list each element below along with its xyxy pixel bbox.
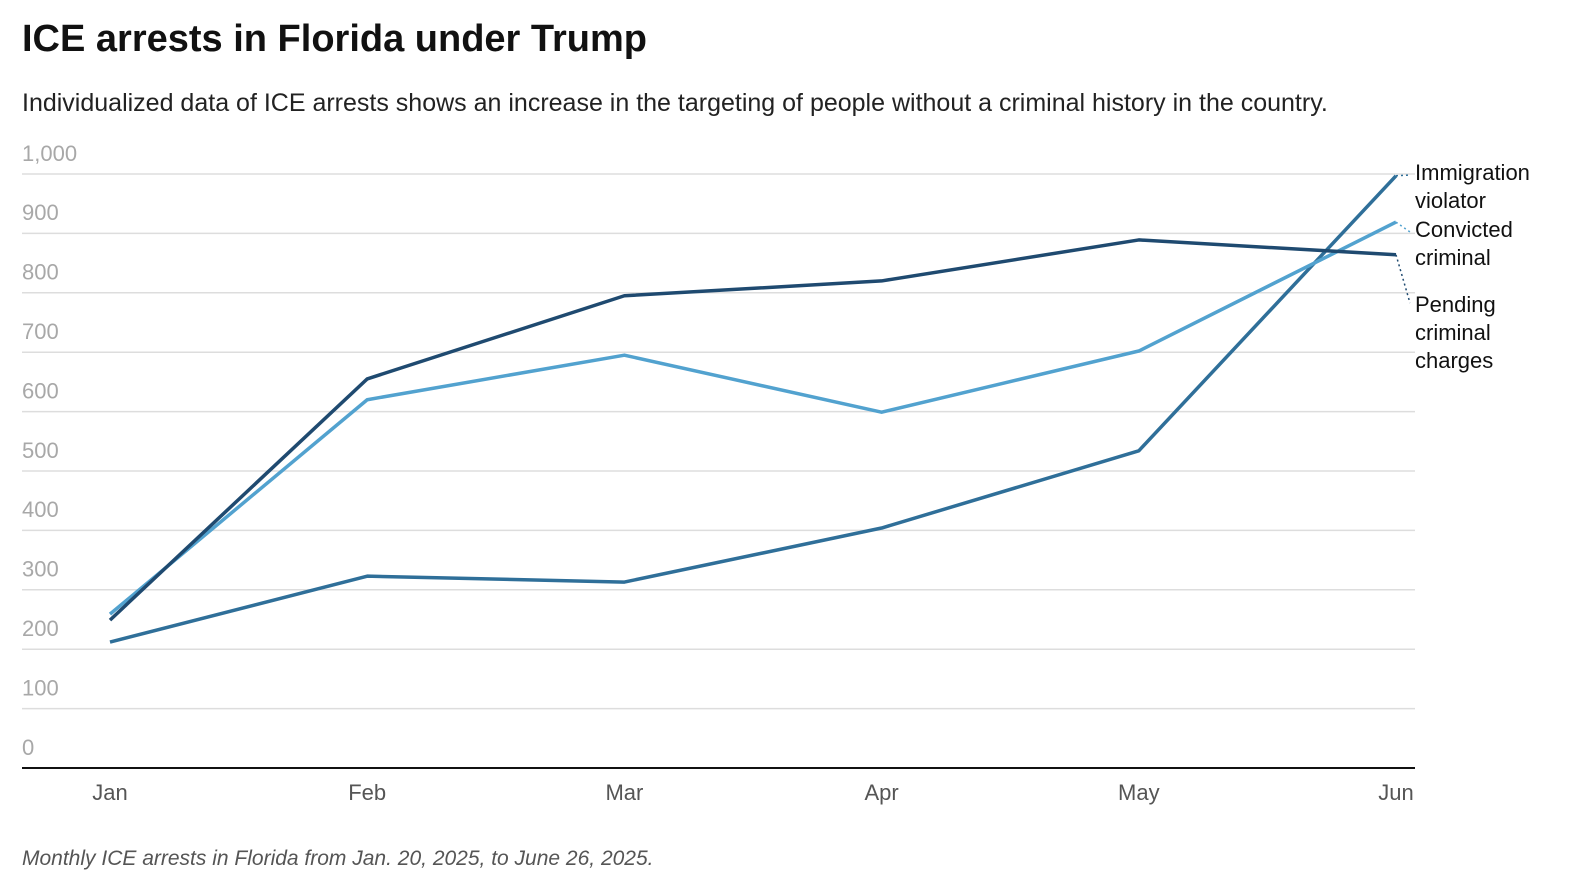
y-tick-label: 900: [22, 200, 59, 225]
chart-title: ICE arrests in Florida under Trump: [22, 18, 648, 60]
series-label: Convicted criminal: [1415, 217, 1513, 270]
x-tick-label: Apr: [864, 780, 898, 805]
y-tick-label: 600: [22, 378, 59, 403]
label-leader: [1395, 254, 1411, 304]
y-tick-label: 800: [22, 260, 59, 285]
y-tick-label: 0: [22, 735, 34, 760]
line: [108, 238, 1397, 622]
series-label: Pending criminal charges: [1415, 292, 1496, 373]
y-tick-label: 1,000: [22, 141, 77, 166]
y-tick-label: 300: [22, 557, 59, 582]
y-tick-label: 200: [22, 616, 59, 641]
y-tick-label: 400: [22, 497, 59, 522]
y-tick-label: 500: [22, 438, 59, 463]
chart-subtitle: Individualized data of ICE arrests shows…: [22, 89, 1328, 117]
y-tick-label: 100: [22, 675, 59, 700]
line: [109, 174, 1398, 644]
x-tick-label: Jun: [1378, 780, 1413, 805]
series-label: Immigration violator: [1415, 160, 1530, 213]
x-tick-label: Jan: [92, 780, 127, 805]
x-tick-label: May: [1118, 780, 1160, 805]
line: [108, 220, 1397, 616]
x-tick-label: Feb: [348, 780, 386, 805]
label-leader: [1395, 221, 1411, 233]
label-leader: [1395, 174, 1411, 177]
y-tick-label: 700: [22, 319, 59, 344]
caption: Monthly ICE arrests in Florida from Jan.…: [22, 847, 654, 870]
x-tick-label: Mar: [605, 780, 643, 805]
